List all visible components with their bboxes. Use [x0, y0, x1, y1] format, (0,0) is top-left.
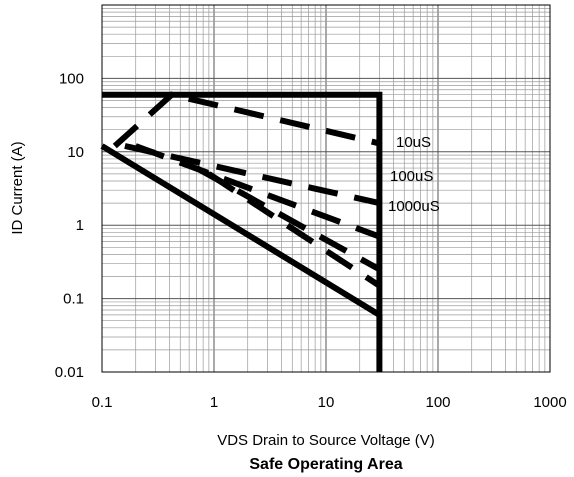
series-line-7: [207, 171, 382, 289]
chart-title: Safe Operating Area: [249, 456, 402, 473]
plot-frame: [101, 4, 551, 373]
x-tick-label: 10: [318, 394, 335, 411]
x-tick-label: 100: [425, 394, 450, 411]
x-axis-label: VDS Drain to Source Voltage (V): [217, 432, 435, 449]
annotation-100us: 100uS: [390, 168, 433, 185]
x-tick-label: 1000: [533, 394, 566, 411]
tick-labels: 0.1 1 10 100 1000 0.01 0.1 1 10 100: [55, 70, 567, 411]
y-axis-label: ID Current (A): [9, 141, 26, 234]
series-line-3: [112, 91, 381, 149]
y-tick-label: 1: [76, 217, 84, 234]
series-line-5: [134, 143, 381, 240]
y-tick-label: 0.01: [55, 364, 84, 381]
series-line-4: [124, 143, 381, 207]
annotation-1000us: 1000uS: [388, 198, 440, 215]
y-tick-label: 10: [67, 144, 84, 161]
series-layer: [100, 91, 383, 372]
y-tick-label: 100: [59, 70, 84, 87]
series-line-6: [195, 165, 381, 273]
x-tick-label: 0.1: [92, 394, 113, 411]
y-tick-label: 0.1: [63, 291, 84, 308]
annotation-10us: 10uS: [396, 134, 431, 151]
x-tick-label: 1: [210, 394, 218, 411]
series-line-1: [100, 91, 383, 321]
